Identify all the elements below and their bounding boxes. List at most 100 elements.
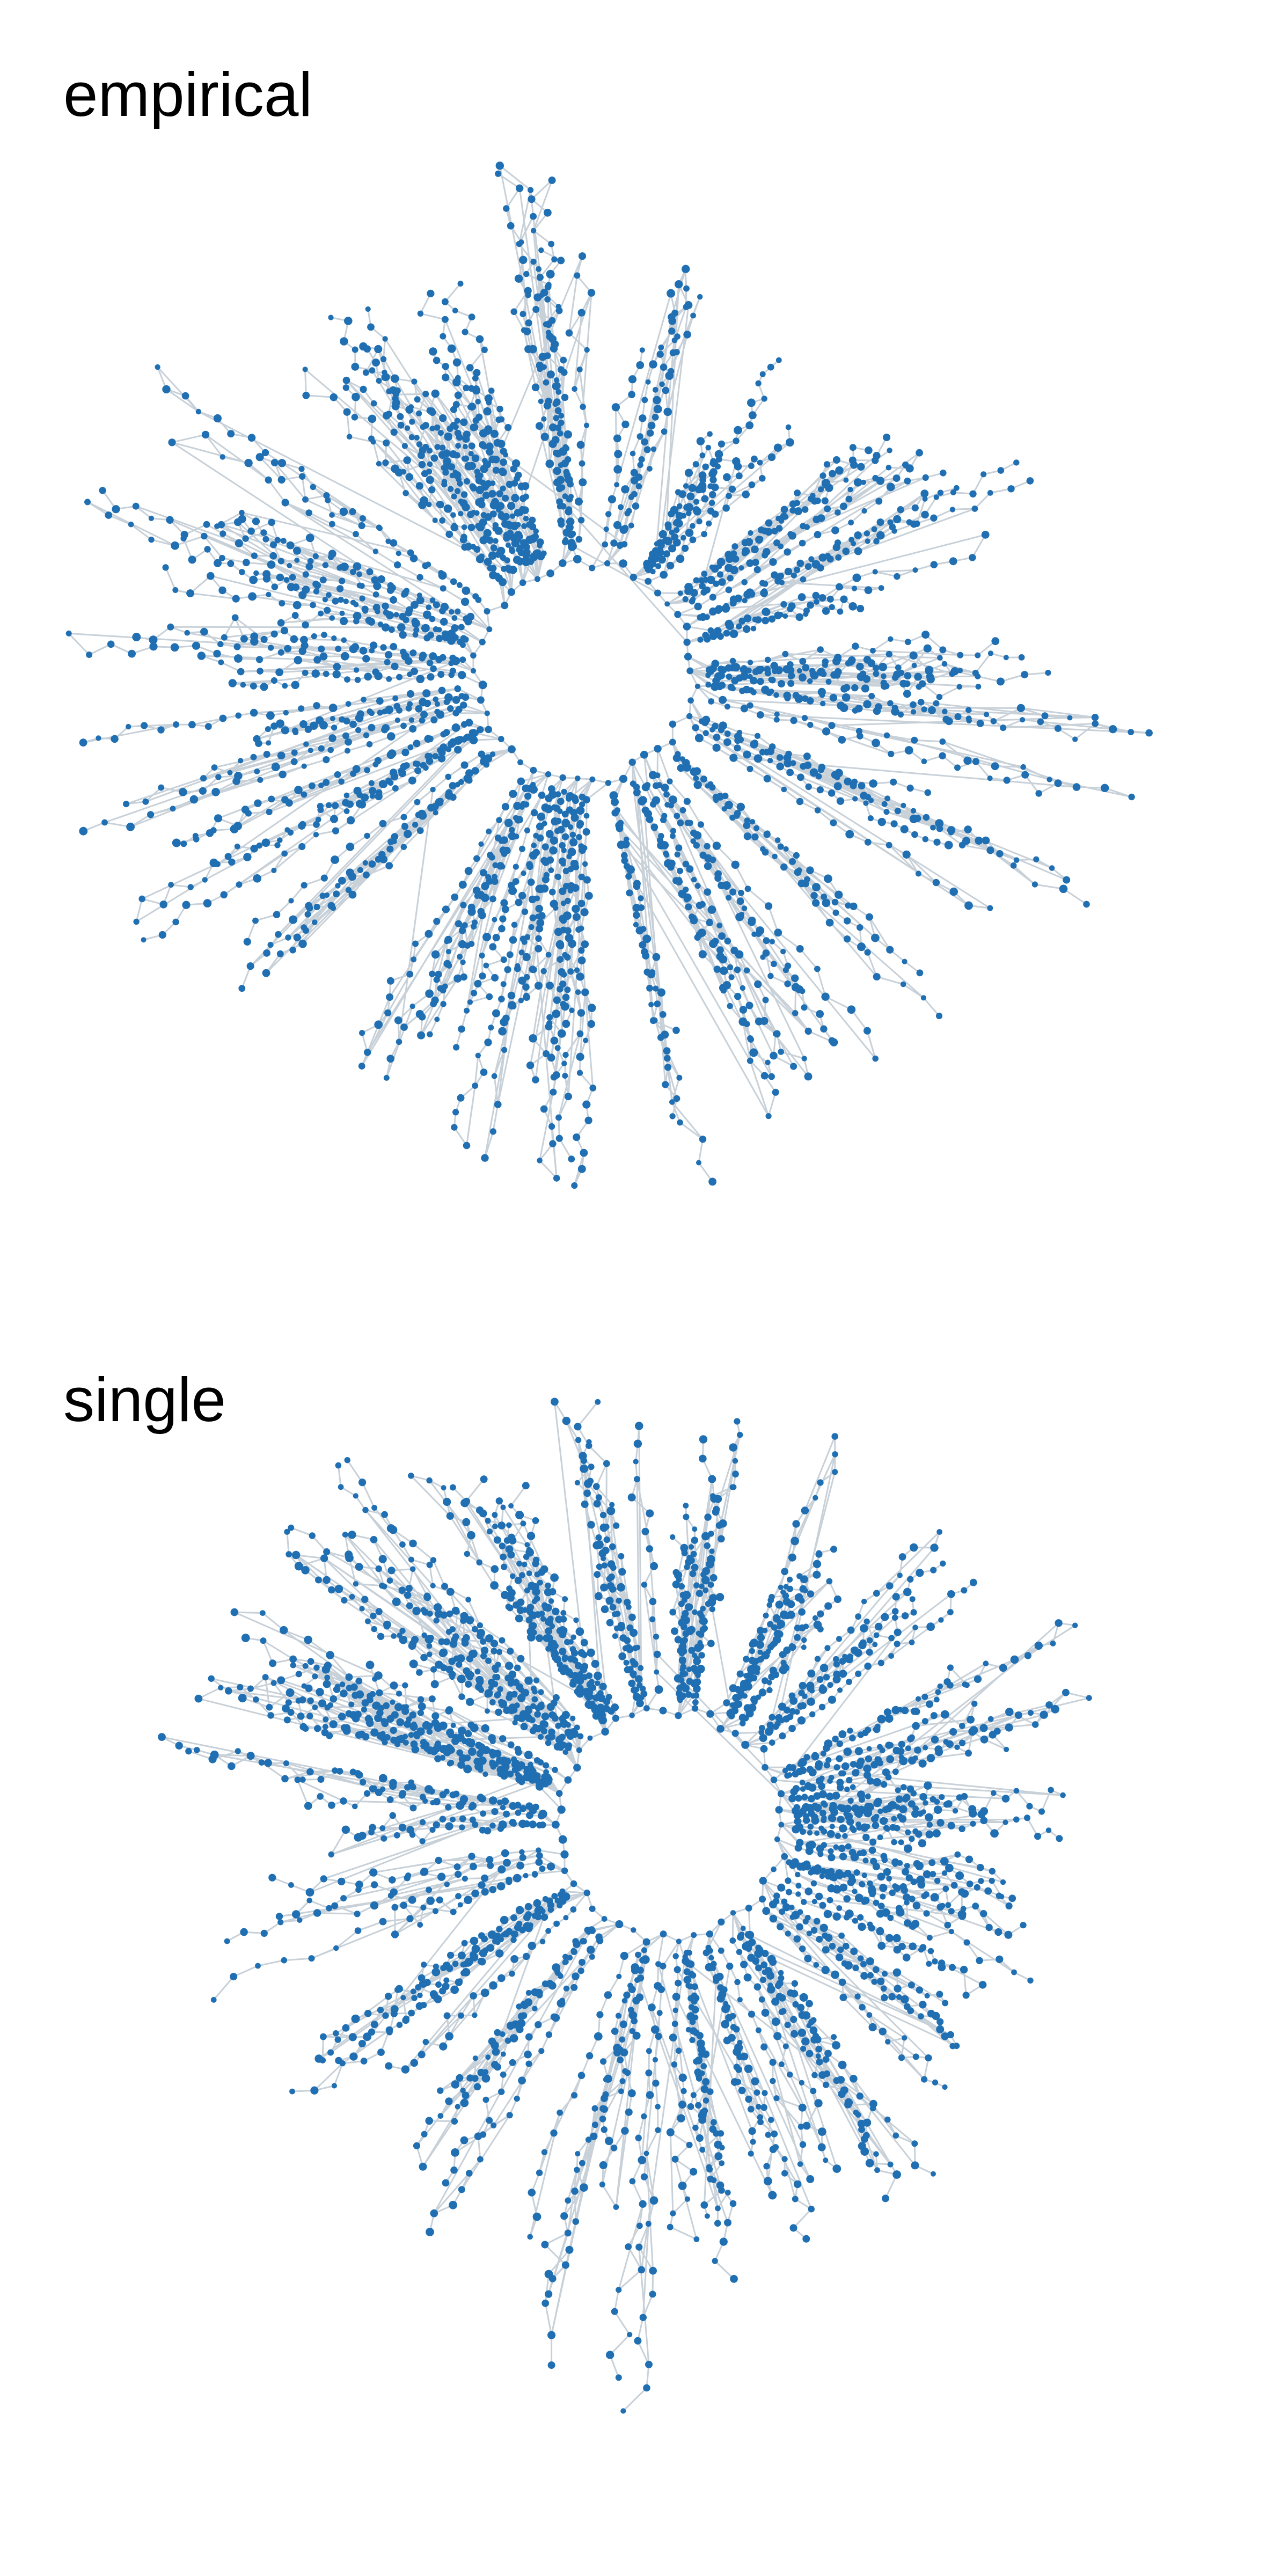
graph-node [686, 667, 694, 675]
graph-node [652, 953, 661, 961]
graph-node [735, 950, 744, 959]
graph-edge [444, 283, 462, 303]
graph-node [722, 793, 729, 800]
graph-node [922, 496, 928, 502]
graph-node [831, 898, 839, 906]
graph-node [674, 333, 680, 340]
graph-node [686, 510, 692, 516]
graph-node [729, 814, 736, 821]
graph-node [1083, 901, 1090, 908]
graph-edge [466, 1085, 476, 1146]
graph-node [478, 501, 486, 509]
graph-node [777, 843, 784, 850]
graph-node [484, 608, 491, 614]
graph-node [939, 752, 946, 760]
graph-edge [604, 499, 613, 545]
graph-edge [365, 348, 379, 373]
graph-node [902, 958, 908, 964]
graph-node [683, 331, 691, 339]
graph-node [755, 380, 762, 386]
graph-edge [722, 699, 1095, 719]
graph-node [840, 595, 848, 603]
graph-node [790, 1063, 797, 1070]
graph-node [941, 661, 948, 667]
graph-node [782, 650, 789, 657]
graph-node [1092, 720, 1099, 727]
graph-node [774, 711, 780, 717]
graph-node [637, 462, 643, 468]
graph-node [769, 558, 777, 566]
graph-node [838, 736, 846, 744]
graph-node [797, 773, 804, 781]
graph-node [784, 548, 791, 556]
graph-edge [747, 888, 770, 907]
graph-node [411, 378, 418, 385]
graph-node [671, 533, 679, 541]
graph-node [949, 887, 958, 896]
graph-node [773, 539, 780, 546]
graph-node [734, 737, 741, 744]
graph-node [755, 665, 764, 675]
graph-node [826, 555, 834, 563]
graph-edge [625, 844, 751, 1062]
graph-node [887, 448, 892, 453]
graph-node [589, 565, 596, 572]
graph-node [619, 525, 628, 534]
graph-node [818, 766, 824, 773]
graph-edge [184, 523, 207, 536]
graph-edge [679, 573, 705, 594]
graph-edge [165, 567, 177, 591]
graph-node [915, 870, 921, 877]
graph-node [805, 783, 812, 791]
graph-node [861, 684, 869, 693]
graph-edge [606, 545, 621, 564]
graph-node [762, 949, 770, 957]
graph-edge [130, 701, 448, 828]
graph-node [653, 782, 660, 789]
graph-node [885, 464, 892, 471]
graph-edge [565, 1033, 581, 1056]
graph-node [480, 512, 487, 518]
graph-node [692, 724, 699, 731]
graph-node [839, 502, 847, 510]
graph-node [767, 363, 774, 371]
graph-node [801, 1004, 808, 1011]
graph-node [559, 774, 566, 781]
graph-node [553, 398, 561, 406]
graph-node [690, 596, 696, 602]
graph-node [558, 419, 565, 426]
graph-node [664, 1064, 672, 1071]
graph-node [863, 530, 870, 537]
graph-node [472, 375, 479, 382]
graph-node [638, 904, 645, 911]
graph-edge [867, 952, 878, 977]
graph-node [523, 515, 529, 522]
graph-edge [967, 759, 996, 767]
graph-node [886, 482, 895, 492]
graph-node [723, 630, 730, 637]
graph-edge [626, 866, 770, 1117]
graph-node [790, 716, 797, 724]
graph-node [548, 440, 557, 448]
graph-node [888, 750, 895, 757]
graph-node [872, 475, 879, 481]
graph-node [949, 557, 957, 566]
graph-edge [128, 723, 177, 728]
graph-node [670, 833, 676, 839]
graph-edge [420, 312, 445, 320]
graph-node [836, 797, 845, 805]
graph-node [486, 626, 493, 633]
graph-node [691, 876, 697, 883]
graph-node [685, 529, 694, 537]
graph-node [801, 695, 809, 702]
graph-node [521, 327, 527, 333]
graph-node [728, 974, 735, 980]
graph-node [665, 371, 674, 380]
graph-node [382, 336, 388, 342]
graph-edge [850, 510, 865, 523]
graph-node [653, 396, 661, 405]
graph-edge [1035, 883, 1064, 890]
graph-node [826, 595, 834, 603]
graph-node [677, 1119, 683, 1126]
graph-node [987, 650, 994, 656]
